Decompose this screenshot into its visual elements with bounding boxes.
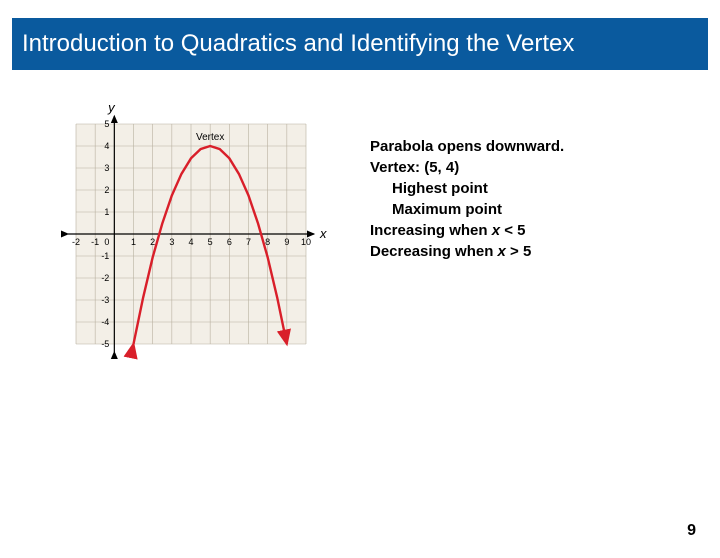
- svg-text:Vertex: Vertex: [196, 132, 224, 143]
- svg-text:5: 5: [208, 237, 213, 247]
- svg-text:2: 2: [150, 237, 155, 247]
- desc-line: Increasing when x < 5: [370, 220, 564, 241]
- svg-text:3: 3: [169, 237, 174, 247]
- svg-text:2: 2: [104, 185, 109, 195]
- svg-text:10: 10: [301, 237, 311, 247]
- desc-line: Vertex: (5, 4): [370, 157, 564, 178]
- content-area: 12345678910-2-112345-1-2-3-4-5xyVertex0 …: [0, 70, 720, 360]
- svg-text:0: 0: [104, 237, 109, 247]
- svg-text:-5: -5: [101, 339, 109, 349]
- svg-text:y: y: [107, 100, 116, 115]
- svg-text:9: 9: [284, 237, 289, 247]
- slide-title: Introduction to Quadratics and Identifyi…: [12, 18, 708, 70]
- desc-subline: Maximum point: [392, 199, 564, 220]
- svg-text:-3: -3: [101, 295, 109, 305]
- chart-svg: 1 2 3 4 5 6 7 8 9 10 -2 -1 1 2 3 4 5 -1 -2 -3 -4 -5 x y Vertex 0: [40, 100, 330, 360]
- svg-text:-4: -4: [101, 317, 109, 327]
- desc-line: Decreasing when x > 5: [370, 241, 564, 262]
- svg-text:-2: -2: [101, 273, 109, 283]
- svg-text:5: 5: [104, 119, 109, 129]
- svg-text:-2: -2: [72, 237, 80, 247]
- svg-text:7: 7: [246, 237, 251, 247]
- desc-subline: Highest point: [392, 178, 564, 199]
- svg-text:8: 8: [265, 237, 270, 247]
- svg-text:1: 1: [131, 237, 136, 247]
- svg-text:6: 6: [227, 237, 232, 247]
- svg-text:4: 4: [104, 141, 109, 151]
- page-number: 9: [687, 522, 696, 540]
- svg-text:3: 3: [104, 163, 109, 173]
- svg-text:-1: -1: [91, 237, 99, 247]
- description-text: Parabola opens downward. Vertex: (5, 4) …: [370, 100, 564, 360]
- parabola-chart: 1 2 3 4 5 6 7 8 9 10 -2 -1 1 2 3 4 5 -1 -2 -3 -4 -5 x y Vertex 0: [40, 100, 340, 360]
- svg-text:x: x: [319, 226, 327, 241]
- svg-text:4: 4: [188, 237, 193, 247]
- svg-text:1: 1: [104, 207, 109, 217]
- desc-line: Parabola opens downward.: [370, 136, 564, 157]
- svg-text:-1: -1: [101, 251, 109, 261]
